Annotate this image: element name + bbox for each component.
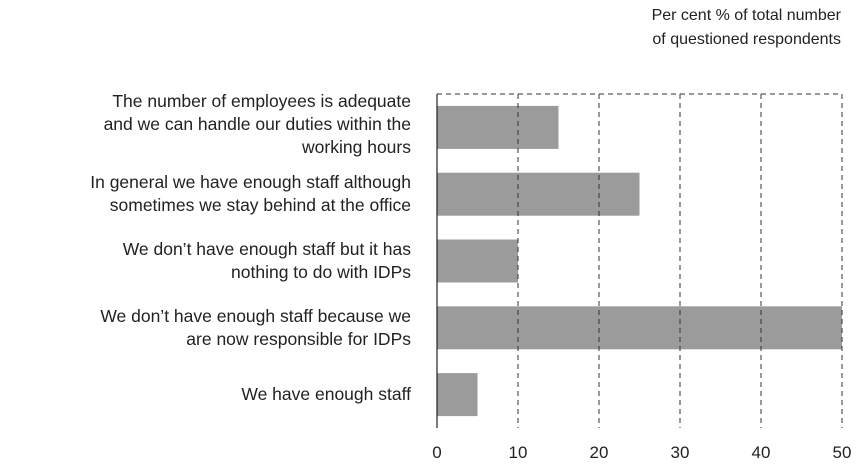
x-tick-label-0: 0: [432, 443, 441, 462]
category-label-3: We don’t have enough staff but it has not…: [0, 238, 411, 284]
category-label-line: nothing to do with IDPs: [231, 262, 411, 282]
category-label-line: The number of employees is adequate: [112, 90, 411, 111]
bar-4: [437, 306, 842, 350]
category-label-line: are now responsible for IDPs: [186, 328, 411, 349]
category-label-line: We don’t have enough staff because we: [100, 305, 411, 326]
category-label-4: We don’t have enough staff because we are…: [0, 305, 411, 351]
category-label-line: sometimes we stay behind at the office: [109, 195, 411, 216]
category-label-line: In general we have enough staff although: [90, 172, 411, 193]
bar-5: [437, 373, 478, 417]
unit-label-line-2: of questioned respondents: [652, 31, 841, 48]
bar-2: [437, 172, 640, 216]
x-axis-unit-label: Per cent % of total number of questioned…: [652, 4, 841, 52]
bar-1: [437, 105, 559, 149]
x-tick-label-10: 10: [509, 443, 528, 462]
category-label-line: We have enough staff: [241, 384, 411, 405]
x-tick-label-50: 50: [833, 443, 852, 462]
x-tick-label-30: 30: [671, 443, 690, 462]
category-label-5: We have enough staff: [0, 383, 411, 406]
category-label-2: In general we have enough staff although…: [0, 171, 411, 217]
category-label-line: and we can handle our duties within the: [103, 113, 411, 134]
category-label-line: We don’t have enough staff but it has: [122, 239, 411, 259]
category-label-1: The number of employees is adequate and w…: [0, 90, 411, 159]
x-tick-label-40: 40: [752, 443, 771, 462]
category-label-line: working hours: [302, 136, 411, 157]
x-tick-label-20: 20: [590, 443, 609, 462]
unit-label-line-1: Per cent % of total number: [651, 7, 841, 24]
bar-3: [437, 239, 518, 283]
